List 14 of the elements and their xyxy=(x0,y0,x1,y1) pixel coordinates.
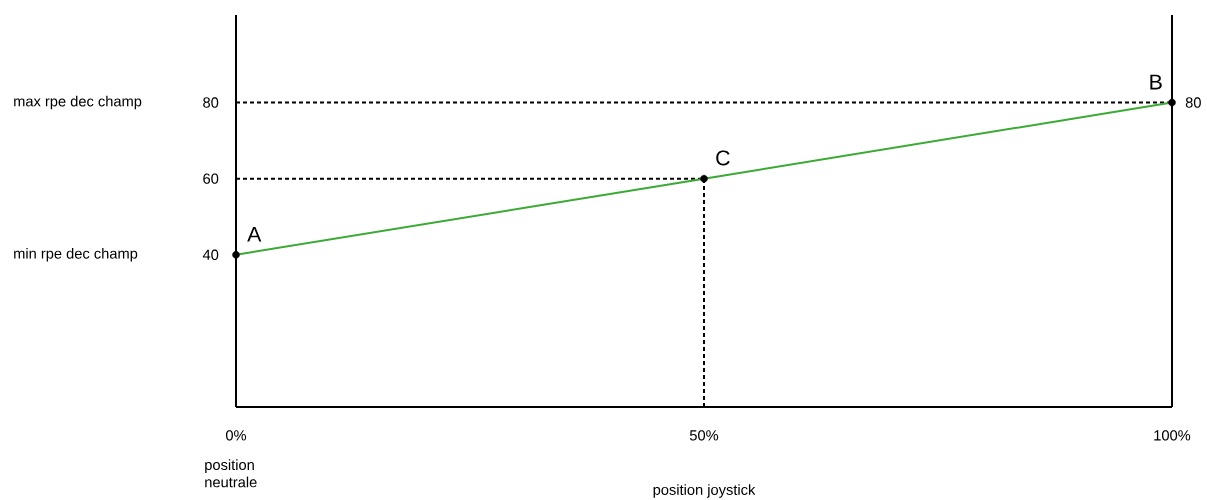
text: position neutrale xyxy=(205,459,257,488)
annotation: 80 xyxy=(1185,97,1201,108)
x-axis-title: position joystick xyxy=(653,484,756,498)
annotation: A xyxy=(247,226,262,242)
text: max rpe dec champ xyxy=(14,95,142,110)
x-tick-label: 100% xyxy=(1154,430,1191,441)
y-tick-label: 80 xyxy=(203,97,219,108)
annotation: B xyxy=(1150,74,1162,90)
y-tick-label: 40 xyxy=(202,249,219,260)
annotation: C xyxy=(716,150,730,166)
x-tick-label: 0% xyxy=(225,430,247,441)
y-tick-label: 60 xyxy=(203,173,219,184)
x-tick-label: 50% xyxy=(689,430,719,441)
text: min rpe dec champ xyxy=(14,247,138,262)
